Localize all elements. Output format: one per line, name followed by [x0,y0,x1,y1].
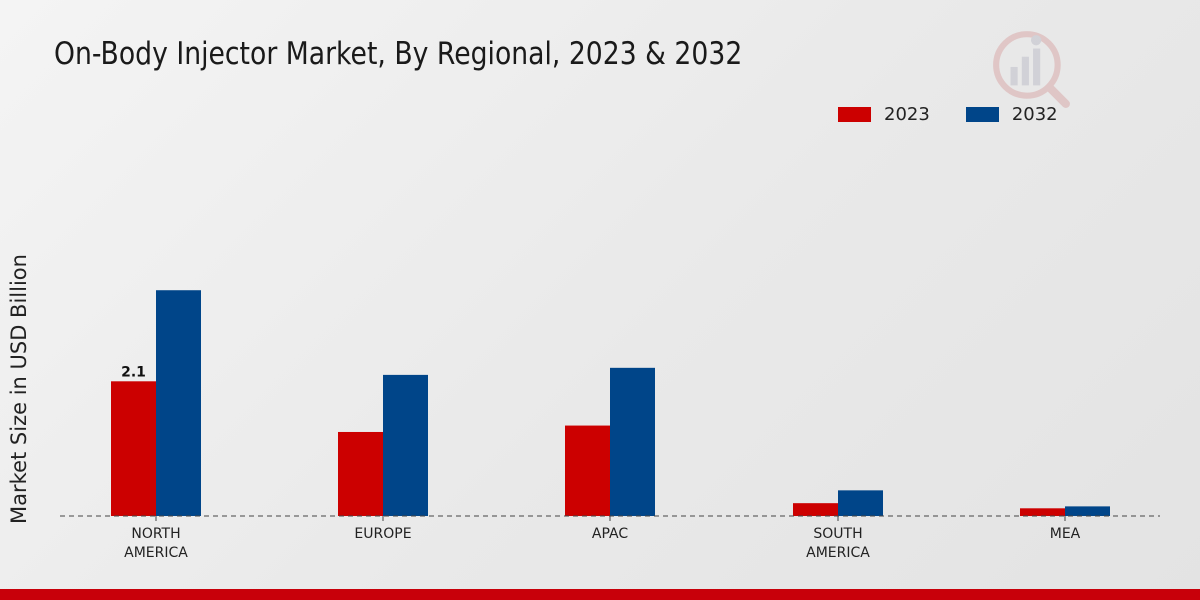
bar-2032-south-america [838,490,883,516]
x-tick-label-south-america: SOUTH AMERICA [806,526,870,561]
legend-item-2023: 2023 [838,104,930,125]
legend-swatch-2032 [965,107,999,122]
bar-2023-north-america [111,381,156,516]
y-axis-label: Market Size in USD Billion [7,254,31,524]
chart-title: On-Body Injector Market, By Regional, 20… [54,36,743,72]
bar-2032-north-america [156,290,201,516]
bar-2032-mea [1065,506,1110,516]
bar-2023-europe [338,431,383,516]
x-tick-label-apac: APAC [592,526,628,542]
x-tick-label-mea: MEA [1050,526,1081,542]
legend-item-2032: 2032 [965,104,1058,125]
legend-swatch-2023 [838,107,871,122]
legend-label-2032: 2032 [1011,104,1058,125]
chart-legend: 2023 2032 [838,104,1094,125]
bar-2023-south-america [793,503,838,516]
footer-bar [0,589,1200,600]
bar-2032-apac [610,367,655,516]
bar-2023-mea [1020,508,1065,516]
x-tick-label-europe: EUROPE [354,526,411,542]
x-tick-label-north-america: NORTH AMERICA [124,526,188,561]
bar-2032-europe [383,374,428,516]
market-research-logo-icon [993,31,1070,108]
data-label-2023-north-america: 2.1 [121,364,146,380]
legend-label-2023: 2023 [884,104,930,125]
bar-2023-apac [565,425,610,516]
